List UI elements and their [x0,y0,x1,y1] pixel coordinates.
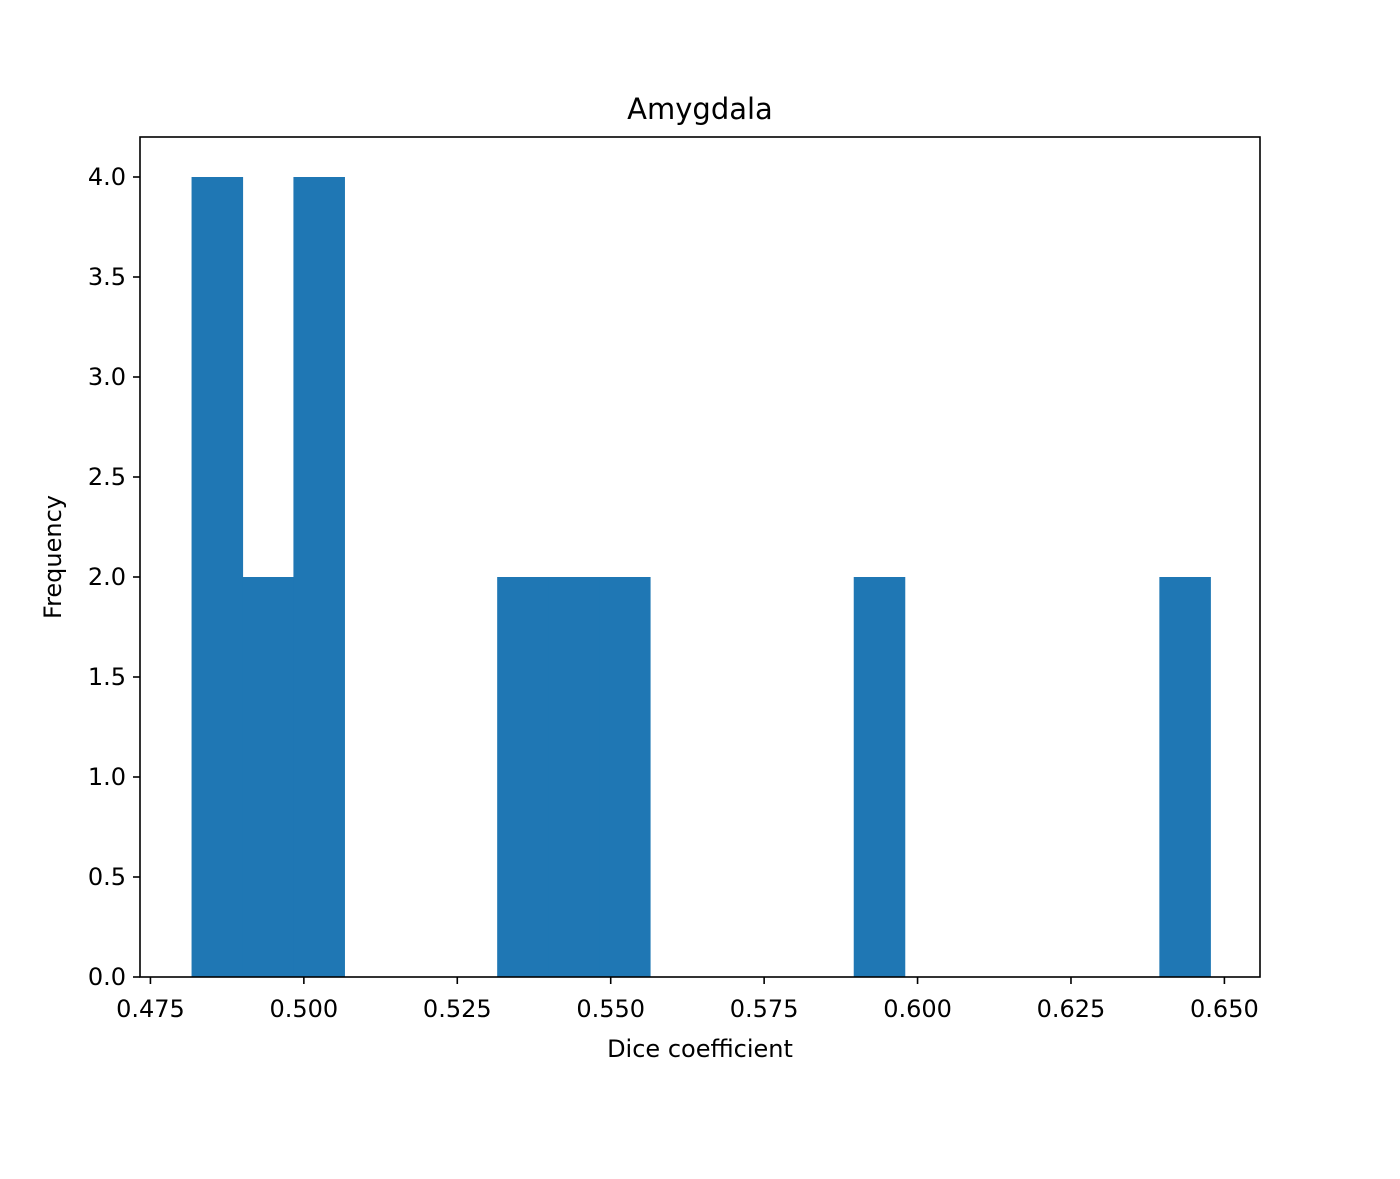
y-tick-label: 4.0 [88,163,126,191]
histogram-bar [853,577,906,977]
histogram-bar [548,577,600,977]
x-tick-label: 0.500 [269,995,338,1023]
histogram-bar [1159,577,1211,977]
x-tick-label: 0.525 [423,995,492,1023]
histogram-bar [497,577,549,977]
y-tick-label: 0.5 [88,863,126,891]
y-tick-label: 2.0 [88,563,126,591]
y-axis: 0.0 0.5 1.0 1.5 2.0 2.5 3.0 3.5 4.0 [88,163,140,991]
x-tick-label: 0.600 [883,995,952,1023]
y-tick-label: 2.5 [88,463,126,491]
x-tick-label: 0.575 [730,995,799,1023]
y-tick-label: 1.5 [88,663,126,691]
x-tick-label: 0.475 [116,995,185,1023]
histogram-bar [599,577,651,977]
x-tick-label: 0.650 [1190,995,1259,1023]
x-tick-label: 0.550 [576,995,645,1023]
x-tick-label: 0.625 [1037,995,1106,1023]
histogram-bar [242,577,295,977]
y-axis-label: Frequency [39,495,67,619]
y-tick-label: 0.0 [88,963,126,991]
plot-frame [139,136,1261,978]
y-tick-label: 1.0 [88,763,126,791]
histogram-bar [293,177,345,977]
x-axis: 0.475 0.500 0.525 0.550 0.575 0.600 0.625 0.650 [116,977,1259,1023]
histogram-bars [191,177,1211,977]
chart-title: Amygdala [627,92,773,126]
histogram-bar [191,177,244,977]
x-axis-label: Dice coefficient [607,1035,793,1063]
y-tick-label: 3.0 [88,363,126,391]
y-tick-label: 3.5 [88,263,126,291]
